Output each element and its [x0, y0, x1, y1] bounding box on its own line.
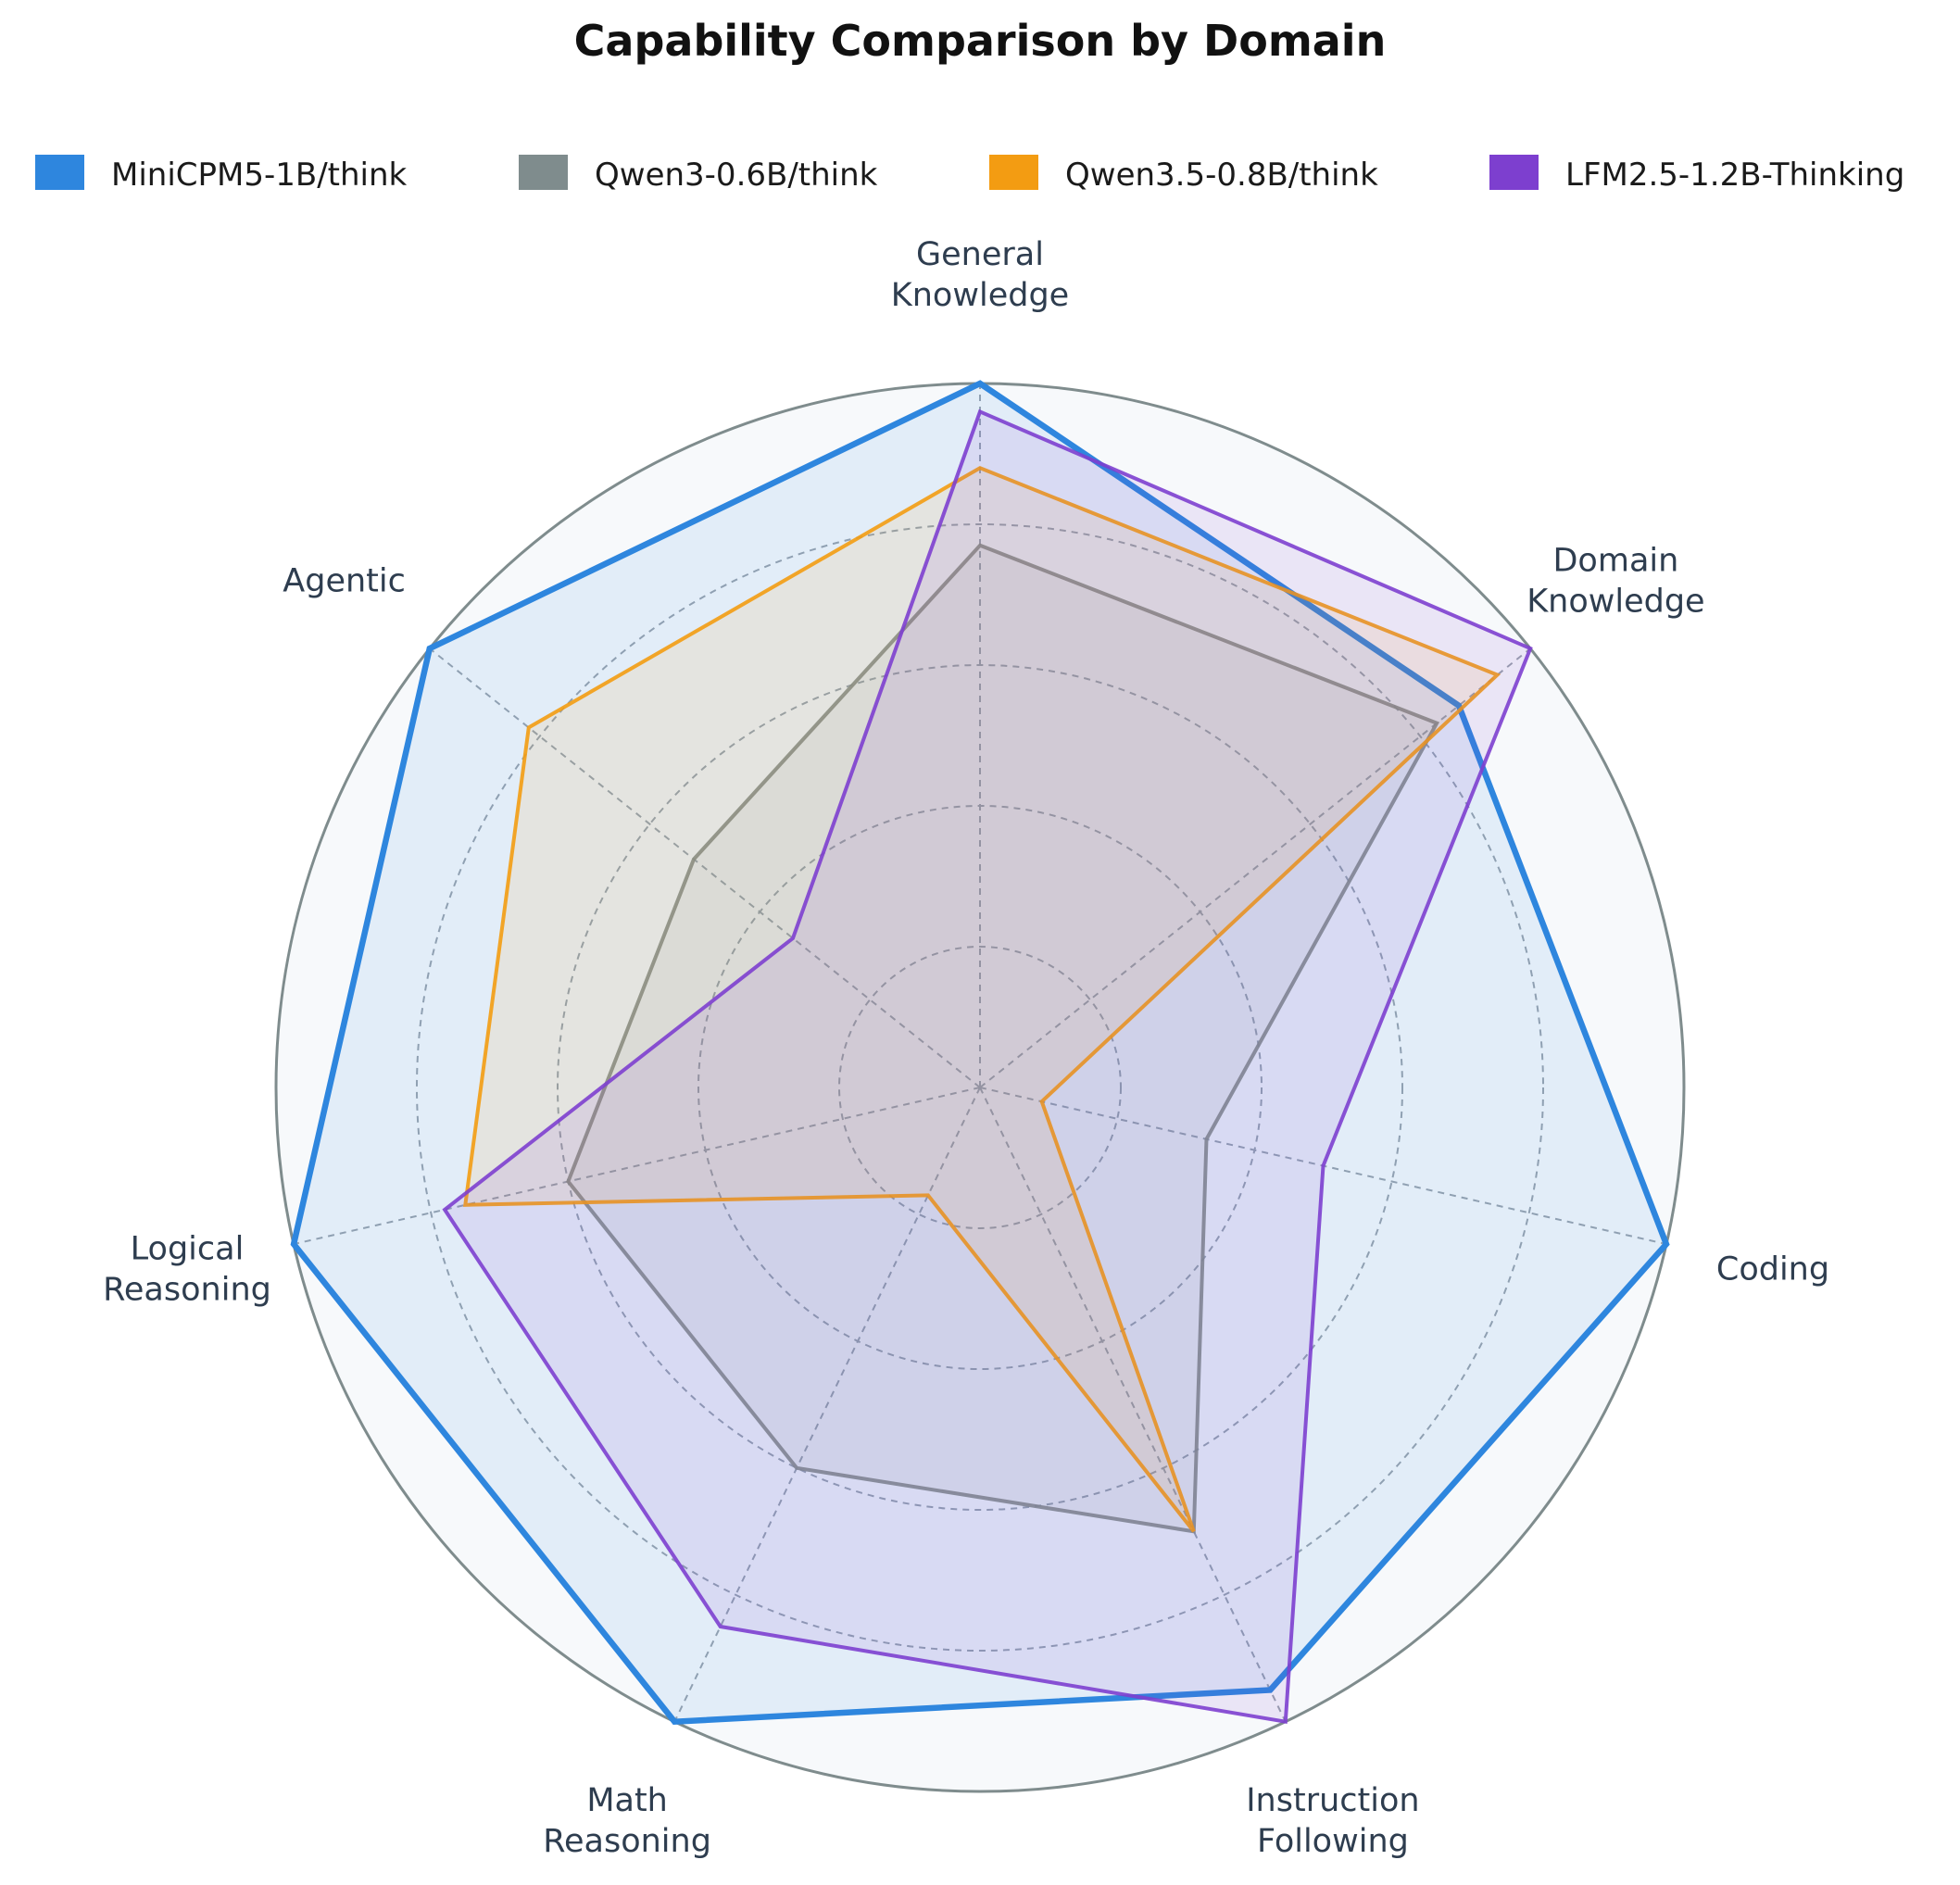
- series-qwen3-5-0-8b-think: [463, 465, 1501, 1533]
- legend-label: MiniCPM5-1B/think: [111, 157, 408, 194]
- axis-label-line: Coding: [1716, 1250, 1829, 1288]
- axis-label-line: Following: [1257, 1823, 1409, 1860]
- axis-label-line: Reasoning: [543, 1823, 711, 1860]
- series-line: [463, 465, 1501, 1533]
- axis-label-math_reasoning: Math Reasoning: [543, 1782, 711, 1860]
- series-qwen3-0-6b-think: [566, 543, 1440, 1534]
- axis-label-general_knowledge: General Knowledge: [891, 236, 1069, 314]
- axis-label-line: Reasoning: [103, 1271, 271, 1308]
- legend-label: Qwen3-0.6B/think: [595, 157, 878, 194]
- radar-series: [290, 380, 1670, 1726]
- axis-label-coding: Coding: [1716, 1250, 1829, 1288]
- axis-label-agentic: Agentic: [283, 563, 406, 600]
- series-lfm2-5-1-2b-thinking: [442, 408, 1533, 1725]
- series-line: [290, 380, 1670, 1726]
- series-fill: [568, 545, 1438, 1532]
- series-fill: [294, 383, 1666, 1722]
- axis-label-line: Agentic: [283, 563, 406, 600]
- legend-swatch: [35, 155, 84, 190]
- axis-label-line: Knowledge: [891, 277, 1069, 314]
- grid-ring: [838, 946, 1122, 1229]
- grid-spoke-domain_knowledge: [979, 647, 1531, 1088]
- grid-spoke-math_reasoning: [673, 1087, 981, 1723]
- radar-axis-labels: General Knowledge Domain Knowledge Coding Ins…: [103, 236, 1829, 1860]
- legend-swatch: [519, 155, 568, 190]
- axis-label-line: General: [916, 236, 1044, 273]
- axis-label-line: Instruction: [1246, 1782, 1419, 1819]
- series-minicpm5-1b-think: [290, 380, 1670, 1726]
- legend-item-lfm2-5-1-2b-thinking: LFM2.5-1.2B-Thinking: [1489, 155, 1904, 194]
- axis-label-domain_knowledge: Domain Knowledge: [1527, 543, 1704, 621]
- series-line: [442, 408, 1533, 1725]
- chart-title: Capability Comparison by Domain: [574, 16, 1387, 66]
- axis-label-line: Logical: [131, 1230, 245, 1267]
- legend-item-minicpm5-1b-think: MiniCPM5-1B/think: [35, 155, 408, 194]
- legend-item-qwen3-5-0-8b-think: Qwen3.5-0.8B/think: [989, 155, 1378, 194]
- legend: MiniCPM5-1B/think Qwen3-0.6B/think Qwen3.5…: [35, 155, 1904, 194]
- series-fill: [465, 468, 1498, 1532]
- legend-label: Qwen3.5-0.8B/think: [1065, 157, 1378, 194]
- legend-label: LFM2.5-1.2B-Thinking: [1565, 157, 1904, 194]
- axis-label-line: Knowledge: [1527, 584, 1704, 621]
- axis-label-line: Domain: [1552, 543, 1678, 580]
- grid-spoke-logical_reasoning: [293, 1087, 981, 1246]
- series-fill: [445, 411, 1531, 1722]
- axis-label-logical_reasoning: Logical Reasoning: [103, 1230, 271, 1308]
- legend-swatch: [1489, 155, 1539, 190]
- legend-swatch: [989, 155, 1038, 190]
- grid-ring: [416, 523, 1544, 1652]
- legend-item-qwen3-0-6b-think: Qwen3-0.6B/think: [519, 155, 878, 194]
- series-line: [566, 543, 1440, 1534]
- grid-spoke-instruction_following: [979, 1087, 1287, 1723]
- axis-label-instruction_following: Instruction Following: [1246, 1782, 1419, 1860]
- axis-label-line: Math: [586, 1782, 668, 1819]
- radar-plot-area: General Knowledge Domain Knowledge Coding Ins…: [103, 236, 1829, 1860]
- grid-spoke-agentic: [429, 647, 981, 1088]
